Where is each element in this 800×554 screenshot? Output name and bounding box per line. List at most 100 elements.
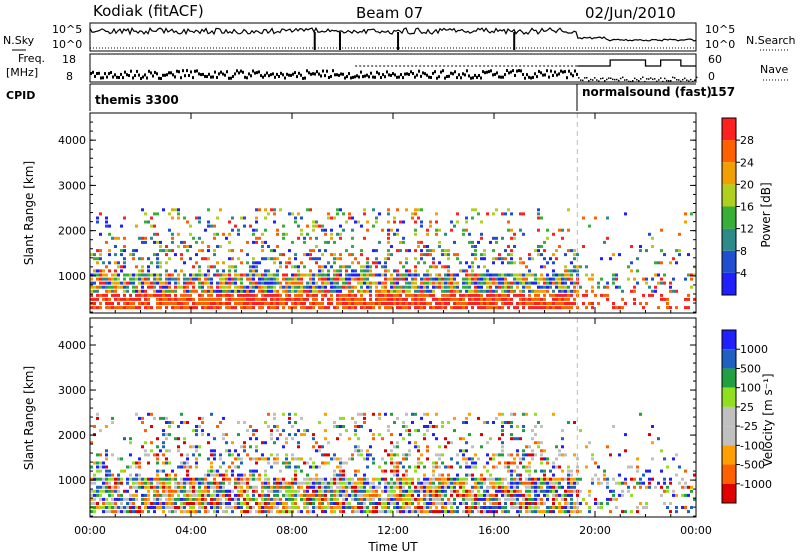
- scatter-cell: [402, 497, 405, 501]
- scatter-cell: [429, 477, 432, 481]
- scatter-cell: [390, 245, 393, 248]
- freq-point: [362, 75, 364, 79]
- scatter-cell: [561, 281, 564, 285]
- scatter-cell: [279, 293, 282, 297]
- scatter-cell: [372, 412, 375, 416]
- scatter-cell: [405, 306, 408, 310]
- scatter-cell: [687, 253, 690, 257]
- scatter-cell: [96, 412, 99, 416]
- scatter-cell: [636, 465, 639, 469]
- scatter-cell: [183, 289, 186, 293]
- colorbar-tick-label: 4: [740, 267, 747, 280]
- scatter-cell: [159, 285, 162, 289]
- scatter-cell: [537, 297, 540, 301]
- scatter-cell: [438, 281, 441, 285]
- scatter-cell: [555, 481, 558, 485]
- scatter-cell: [531, 485, 534, 489]
- scatter-cell: [135, 224, 138, 228]
- scatter-cell: [543, 502, 546, 505]
- scatter-cell: [582, 497, 585, 501]
- scatter-cell: [501, 297, 504, 301]
- scatter-cell: [162, 297, 165, 301]
- scatter-cell: [348, 265, 351, 269]
- scatter-cell: [396, 502, 399, 505]
- scatter-cell: [177, 489, 180, 493]
- freq-point: [434, 70, 436, 74]
- scatter-cell: [561, 485, 564, 489]
- scatter-cell: [513, 261, 516, 265]
- scatter-cell: [270, 506, 273, 509]
- scatter-cell: [315, 449, 318, 453]
- scatter-cell: [459, 485, 462, 489]
- scatter-cell: [345, 249, 348, 253]
- scatter-cell: [225, 449, 228, 453]
- scatter-cell: [402, 489, 405, 493]
- scatter-cell: [480, 277, 483, 281]
- scatter-cell: [444, 302, 447, 305]
- scatter-cell: [369, 497, 372, 501]
- scatter-cell: [168, 473, 171, 477]
- freq-point: [240, 69, 242, 73]
- scatter-cell: [231, 306, 234, 310]
- scatter-cell: [147, 269, 150, 273]
- scatter-cell: [564, 289, 567, 293]
- scatter-cell: [423, 485, 426, 489]
- scatter-cell: [426, 489, 429, 493]
- scatter-cell: [324, 265, 327, 269]
- scatter-cell: [96, 261, 99, 265]
- scatter-cell: [363, 281, 366, 285]
- scatter-cell: [108, 306, 111, 310]
- scatter-cell: [429, 510, 432, 514]
- scatter-cell: [96, 469, 99, 473]
- scatter-cell: [639, 245, 642, 248]
- freq-point: [204, 74, 206, 78]
- scatter-cell: [351, 489, 354, 493]
- scatter-cell: [180, 485, 183, 489]
- scatter-cell: [255, 261, 258, 265]
- freq-point: [526, 73, 528, 77]
- scatter-cell: [117, 265, 120, 269]
- scatter-cell: [291, 477, 294, 481]
- scatter-cell: [462, 477, 465, 481]
- scatter-cell: [432, 489, 435, 493]
- scatter-cell: [135, 485, 138, 489]
- scatter-cell: [288, 493, 291, 497]
- scatter-cell: [378, 212, 381, 216]
- scatter-cell: [414, 412, 417, 416]
- scatter-cell: [291, 285, 294, 289]
- scatter-cell: [561, 297, 564, 301]
- scatter-cell: [168, 477, 171, 481]
- scatter-cell: [255, 273, 258, 277]
- scatter-cell: [117, 281, 120, 285]
- scatter-cell: [486, 273, 489, 277]
- scatter-cell: [198, 216, 201, 220]
- scatter-cell: [165, 293, 168, 297]
- scatter-cell: [123, 506, 126, 509]
- scatter-cell: [273, 285, 276, 289]
- scatter-cell: [396, 493, 399, 497]
- scatter-cell: [477, 273, 480, 277]
- scatter-cell: [426, 281, 429, 285]
- scatter-cell: [609, 497, 612, 501]
- scatter-cell: [675, 473, 678, 477]
- freq-point: [276, 72, 278, 76]
- scatter-cell: [522, 261, 525, 265]
- scatter-cell: [537, 208, 540, 212]
- scatter-cell: [234, 449, 237, 453]
- freq-point: [512, 69, 514, 73]
- scatter-cell: [372, 506, 375, 509]
- scatter-cell: [510, 421, 513, 424]
- scatter-cell: [570, 249, 573, 253]
- scatter-cell: [417, 293, 420, 297]
- scatter-cell: [171, 469, 174, 473]
- scatter-cell: [201, 289, 204, 293]
- freq-point: [126, 73, 128, 77]
- scatter-cell: [528, 502, 531, 505]
- scatter-cell: [351, 453, 354, 457]
- scatter-cell: [471, 461, 474, 465]
- scatter-cell: [147, 497, 150, 501]
- scatter-cell: [558, 465, 561, 469]
- scatter-cell: [228, 269, 231, 273]
- scatter-cell: [285, 465, 288, 469]
- scatter-cell: [363, 493, 366, 497]
